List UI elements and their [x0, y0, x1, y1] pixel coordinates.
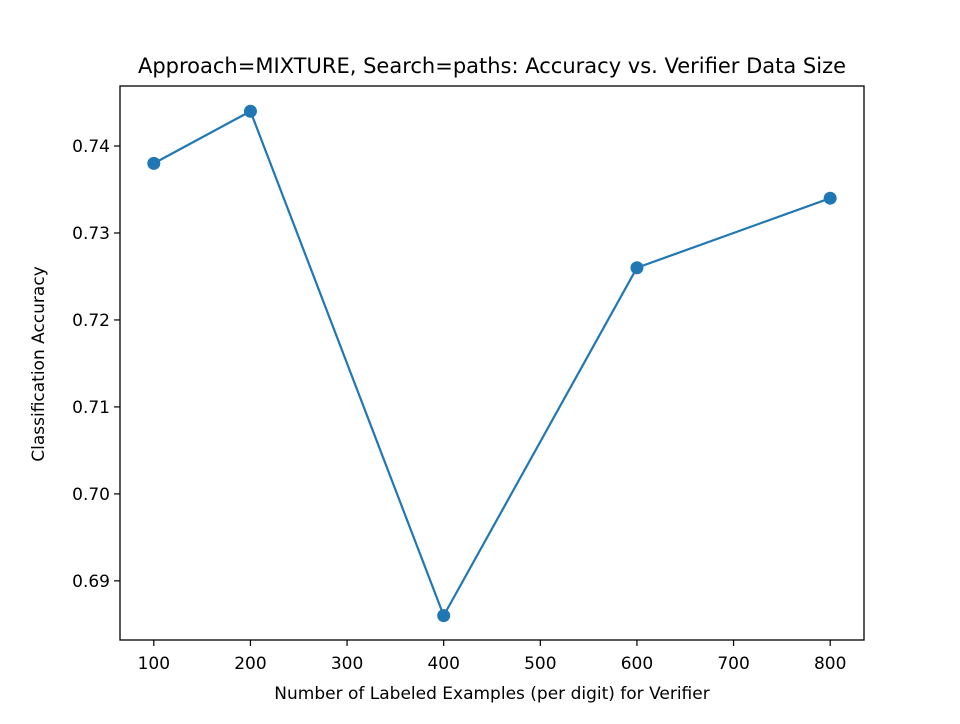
- x-tick-label: 700: [717, 654, 749, 674]
- series-line: [153, 110, 831, 617]
- y-axis: 0.69 0.70 0.71 0.72 0.73 0.74: [72, 137, 120, 592]
- x-tick-label: 500: [524, 654, 556, 674]
- y-tick-label: 0.71: [72, 398, 110, 418]
- y-axis-label: Classification Accuracy: [29, 266, 49, 462]
- x-tick-label: 300: [331, 654, 363, 674]
- y-tick-label: 0.69: [72, 572, 110, 592]
- y-tick-label: 0.72: [72, 311, 110, 331]
- y-tick-label: 0.73: [72, 224, 110, 244]
- x-axis: 100 200 300 400 500 600 700 800: [138, 640, 846, 674]
- x-axis-label: Number of Labeled Examples (per digit) f…: [274, 684, 709, 704]
- chart-title: Approach=MIXTURE, Search=paths: Accuracy…: [138, 54, 846, 78]
- data-point: [243, 104, 257, 118]
- x-tick-label: 800: [814, 654, 846, 674]
- data-point: [630, 261, 644, 275]
- x-tick-label: 600: [621, 654, 653, 674]
- y-tick-label: 0.74: [72, 137, 110, 157]
- x-tick-label: 400: [427, 654, 459, 674]
- x-tick-label: 200: [234, 654, 266, 674]
- plot-frame: [119, 85, 865, 641]
- data-point: [437, 609, 451, 623]
- plot-layer: [147, 104, 837, 623]
- y-tick-label: 0.70: [72, 485, 110, 505]
- x-tick-label: 100: [138, 654, 170, 674]
- data-point: [147, 156, 161, 170]
- data-point: [823, 191, 837, 205]
